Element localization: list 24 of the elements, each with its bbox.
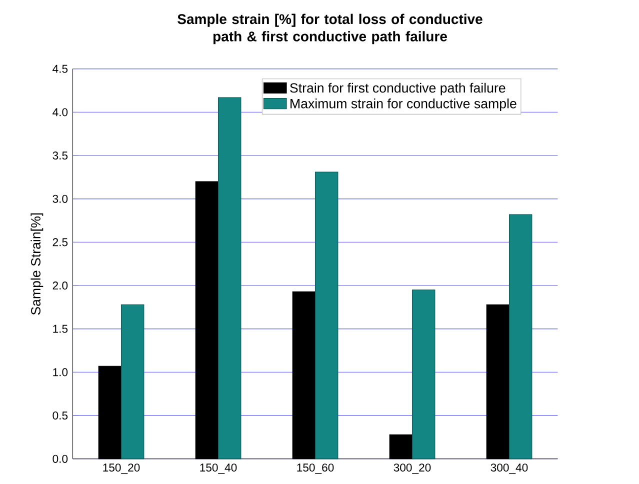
x-tick-label: 150_20 bbox=[103, 464, 140, 474]
y-tick-label: 0.0 bbox=[52, 454, 68, 463]
bar bbox=[120, 304, 144, 460]
y-tick-label: 1.0 bbox=[53, 368, 68, 376]
y-tick-label: 2.0 bbox=[52, 282, 68, 290]
x-tick-label: 300_40 bbox=[490, 464, 528, 474]
y-tick-label: 1.5 bbox=[53, 324, 68, 333]
x-tick-label: 150_40 bbox=[200, 464, 237, 474]
x-tick-label: 300_20 bbox=[394, 464, 431, 474]
y-tick-label: 4.0 bbox=[52, 108, 68, 116]
bar bbox=[508, 214, 532, 460]
x-tick-label: 150_60 bbox=[297, 464, 334, 474]
y-tick-label: 2.5 bbox=[52, 238, 68, 246]
bar bbox=[412, 290, 436, 460]
bar bbox=[218, 97, 242, 460]
y-tick-label: 3.5 bbox=[52, 152, 68, 160]
y-tick-label: 4.5 bbox=[52, 64, 68, 73]
bar bbox=[314, 172, 338, 460]
chart-title: Sample strain [%] for total loss of conductive path & first conductive path failure bbox=[178, 14, 482, 44]
legend-label: Strain for first conductive path failure bbox=[290, 82, 506, 96]
y-tick-label: 0.5 bbox=[52, 412, 68, 420]
y-axis-title: Sample Strain[%] bbox=[30, 213, 44, 315]
legend-label: Maximum strain for conductive sample bbox=[290, 98, 516, 111]
y-tick-label: 3.0 bbox=[52, 194, 68, 203]
